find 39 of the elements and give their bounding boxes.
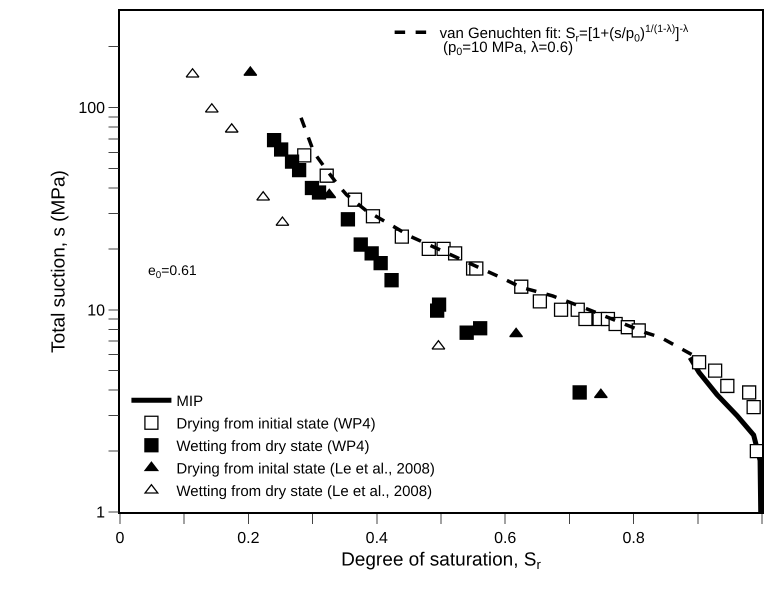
point [692, 355, 706, 370]
point [374, 256, 388, 270]
y-tick-label: 10 [87, 302, 106, 320]
point [720, 378, 734, 394]
legend-label: MIP [176, 393, 204, 410]
point [572, 385, 587, 400]
legend-label: Drying from inital state (Le et al., 2008) [176, 460, 435, 478]
point [274, 142, 288, 157]
legend-label: Drying from initial state (WP4) [176, 416, 376, 433]
legend-label: Wetting from dry state (WP4) [176, 438, 370, 456]
x-tick-label: 0.6 [494, 530, 516, 547]
point [354, 237, 368, 252]
point [340, 212, 356, 226]
legend-label: Wetting from dry state (Le et al., 2008) [176, 483, 432, 500]
x-tick-label: 0.2 [237, 530, 260, 547]
point [632, 323, 646, 338]
annotation: e$_{0}$=0.61 [148, 262, 197, 281]
point [460, 326, 474, 340]
point [384, 273, 399, 288]
x-tick-label: 0 [116, 530, 125, 547]
point [312, 185, 326, 200]
y-tick-label: 1 [96, 504, 106, 522]
point [292, 163, 306, 178]
y-axis-title: Total suction, s (MPa) [48, 170, 70, 353]
point [746, 400, 761, 414]
point [432, 297, 446, 312]
point [532, 294, 548, 309]
point [708, 363, 722, 378]
x-tick-label: 0.4 [366, 530, 388, 547]
point [742, 385, 756, 400]
point [554, 302, 568, 317]
y-tick-label: 100 [78, 100, 106, 118]
point [514, 280, 528, 294]
point [473, 321, 488, 336]
point [578, 312, 593, 326]
x-axis-title: Degree of saturation, S$_{r}$ [341, 549, 542, 572]
point [297, 148, 312, 162]
point [394, 229, 409, 244]
x-tick-label: 0.8 [622, 530, 645, 547]
